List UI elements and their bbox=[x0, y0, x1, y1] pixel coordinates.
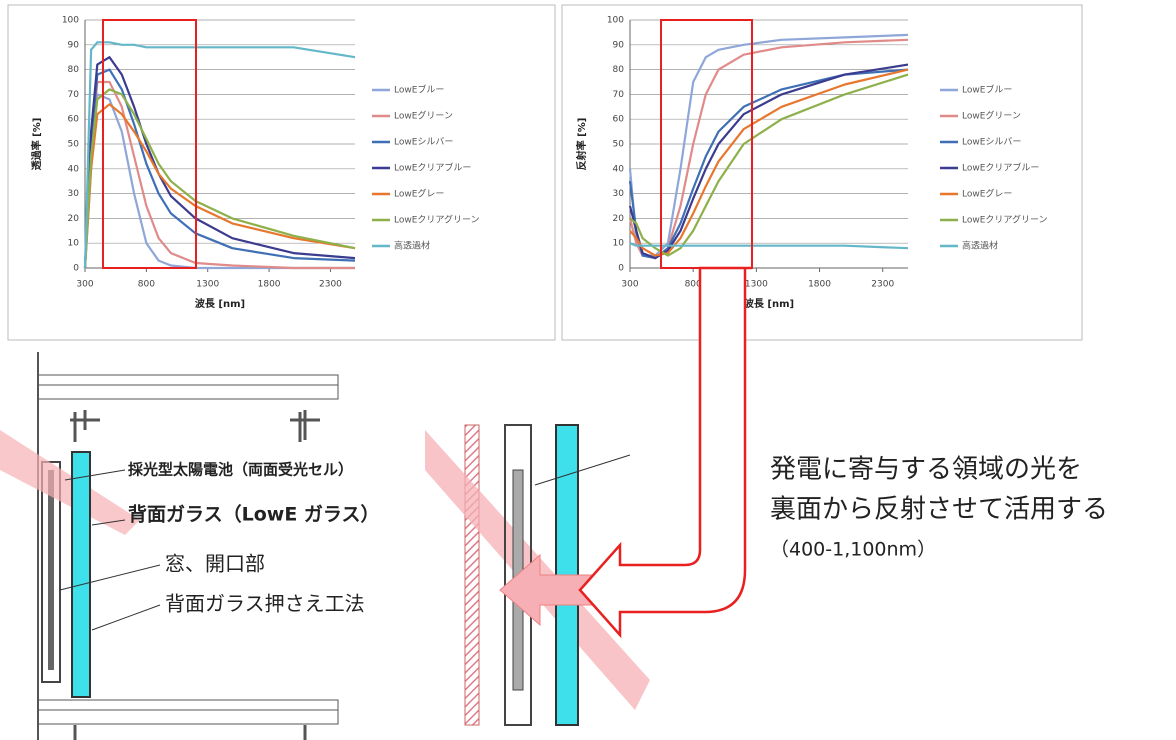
legend-label: LowEクリアグリーン bbox=[394, 214, 480, 226]
legend-label: LowEクリアブルー bbox=[962, 162, 1039, 174]
y-tick-label: 90 bbox=[613, 40, 625, 50]
y-tick-label: 0 bbox=[73, 264, 79, 274]
y-tick-label: 30 bbox=[613, 189, 625, 199]
series-line bbox=[83, 56, 356, 269]
series-line bbox=[628, 68, 909, 260]
x-tick-label: 1800 bbox=[808, 280, 831, 290]
series-line bbox=[83, 41, 356, 269]
series-line bbox=[629, 73, 909, 257]
x-tick-label: 2300 bbox=[871, 280, 894, 290]
x-tick-label: 1800 bbox=[258, 280, 281, 290]
y-tick-label: 40 bbox=[68, 164, 80, 174]
y-tick-label: 30 bbox=[68, 189, 80, 199]
legend-label: LowEグレー bbox=[394, 188, 444, 200]
x-tick-label: 2300 bbox=[319, 280, 342, 290]
detail-diagram bbox=[425, 266, 752, 726]
y-tick-label: 90 bbox=[68, 40, 80, 50]
y-tick-label: 70 bbox=[613, 90, 625, 100]
diagram-label: 窓、開口部 bbox=[165, 552, 265, 576]
note-line: （400-1,100nm） bbox=[770, 539, 936, 561]
series-line bbox=[83, 88, 356, 269]
series-line bbox=[83, 103, 356, 269]
highlight-box bbox=[102, 19, 197, 269]
y-tick-label: 20 bbox=[68, 214, 80, 224]
chart-frame bbox=[561, 4, 1083, 341]
y-tick-label: 60 bbox=[613, 115, 625, 125]
y-tick-label: 70 bbox=[68, 90, 80, 100]
x-tick-label: 1300 bbox=[745, 280, 768, 290]
legend-label: LowEブルー bbox=[394, 84, 444, 96]
y-tick-label: 100 bbox=[62, 16, 79, 26]
legend-label: LowEグリーン bbox=[394, 110, 453, 122]
x-tick-label: 300 bbox=[621, 280, 638, 290]
y-tick-label: 80 bbox=[68, 65, 80, 75]
x-tick-label: 800 bbox=[138, 280, 155, 290]
legend-label: LowEクリアブルー bbox=[394, 162, 471, 174]
diagram-label: 採光型太陽電池（両面受光セル） bbox=[128, 461, 353, 479]
y-tick-label: 80 bbox=[613, 65, 625, 75]
note-line: 発電に寄与する領域の光を bbox=[770, 455, 1082, 485]
diagram-label: 背面ガラス押さえ工法 bbox=[165, 592, 365, 616]
section-diagram bbox=[0, 352, 339, 740]
legend-label: LowEシルバー bbox=[394, 137, 453, 148]
x-tick-label: 1300 bbox=[196, 280, 219, 290]
legend-label: LowEブルー bbox=[962, 84, 1012, 96]
x-axis-label: 波長 [nm] bbox=[744, 297, 794, 310]
legend-label: 高透過材 bbox=[394, 240, 430, 252]
legend-label: LowEクリアグリーン bbox=[962, 214, 1048, 226]
y-tick-label: 50 bbox=[613, 140, 625, 150]
y-tick-label: 50 bbox=[68, 140, 80, 150]
x-tick-label: 800 bbox=[685, 280, 702, 290]
series-line bbox=[629, 242, 909, 250]
x-tick-label: 300 bbox=[76, 280, 93, 290]
note-line: 裏面から反射させて活用する bbox=[770, 495, 1108, 525]
y-axis-label: 透過率 [%] bbox=[30, 118, 43, 171]
y-tick-label: 40 bbox=[613, 164, 625, 174]
y-tick-label: 100 bbox=[607, 16, 624, 26]
series-line bbox=[629, 68, 909, 257]
legend-label: LowEグリーン bbox=[962, 110, 1021, 122]
legend-label: 高透過材 bbox=[962, 240, 998, 252]
y-tick-label: 10 bbox=[613, 239, 625, 249]
series-line bbox=[628, 63, 909, 260]
y-tick-label: 10 bbox=[68, 239, 80, 249]
y-axis-label: 反射率 [%] bbox=[575, 118, 588, 171]
legend-label: LowEシルバー bbox=[962, 137, 1021, 148]
y-tick-label: 0 bbox=[618, 264, 624, 274]
legend-label: LowEグレー bbox=[962, 188, 1012, 200]
y-tick-label: 60 bbox=[68, 115, 80, 125]
chart-frame bbox=[7, 4, 556, 341]
x-axis-label: 波長 [nm] bbox=[195, 297, 245, 310]
diagram-label: 背面ガラス（LowE ガラス） bbox=[128, 503, 380, 526]
y-tick-label: 20 bbox=[613, 214, 625, 224]
